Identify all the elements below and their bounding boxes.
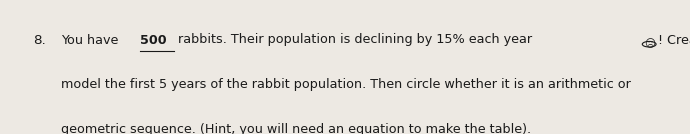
- Text: ! Create a table to: ! Create a table to: [658, 34, 690, 46]
- Text: geometric sequence. (Hint, you will need an equation to make the table).: geometric sequence. (Hint, you will need…: [61, 123, 531, 134]
- Text: model the first 5 years of the rabbit population. Then circle whether it is an a: model the first 5 years of the rabbit po…: [61, 78, 631, 91]
- Text: 8.: 8.: [33, 34, 46, 46]
- Text: 500: 500: [140, 34, 166, 46]
- Text: ☹: ☹: [644, 39, 655, 49]
- Text: You have: You have: [61, 34, 122, 46]
- Text: rabbits. Their population is declining by 15% each year: rabbits. Their population is declining b…: [175, 34, 536, 46]
